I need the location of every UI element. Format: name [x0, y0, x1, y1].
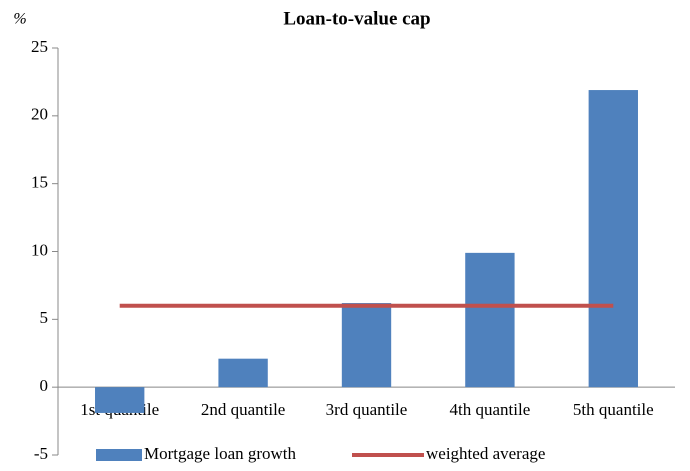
y-axis-label: %	[13, 11, 26, 28]
y-tick-label: 20	[31, 105, 48, 124]
bar	[341, 303, 392, 388]
y-tick-label: 10	[31, 240, 48, 259]
y-tick-label: 0	[40, 376, 49, 395]
bar	[95, 387, 145, 413]
legend-label: weighted average	[426, 444, 545, 463]
x-tick-label: 2nd quantile	[201, 400, 286, 419]
x-tick-label: 3rd quantile	[326, 400, 408, 419]
legend-label: Mortgage loan growth	[144, 444, 297, 463]
y-tick-label: 15	[31, 173, 48, 192]
bar	[588, 90, 638, 388]
x-tick-label: 5th quantile	[573, 400, 654, 419]
legend-swatch	[96, 449, 142, 461]
y-tick-label: -5	[34, 444, 48, 463]
bar	[465, 252, 515, 388]
x-tick-label: 4th quantile	[450, 400, 531, 419]
chart-title: Loan-to-value cap	[283, 8, 430, 29]
bar	[218, 358, 268, 388]
y-tick-label: 5	[40, 308, 49, 327]
y-tick-label: 25	[31, 37, 48, 56]
